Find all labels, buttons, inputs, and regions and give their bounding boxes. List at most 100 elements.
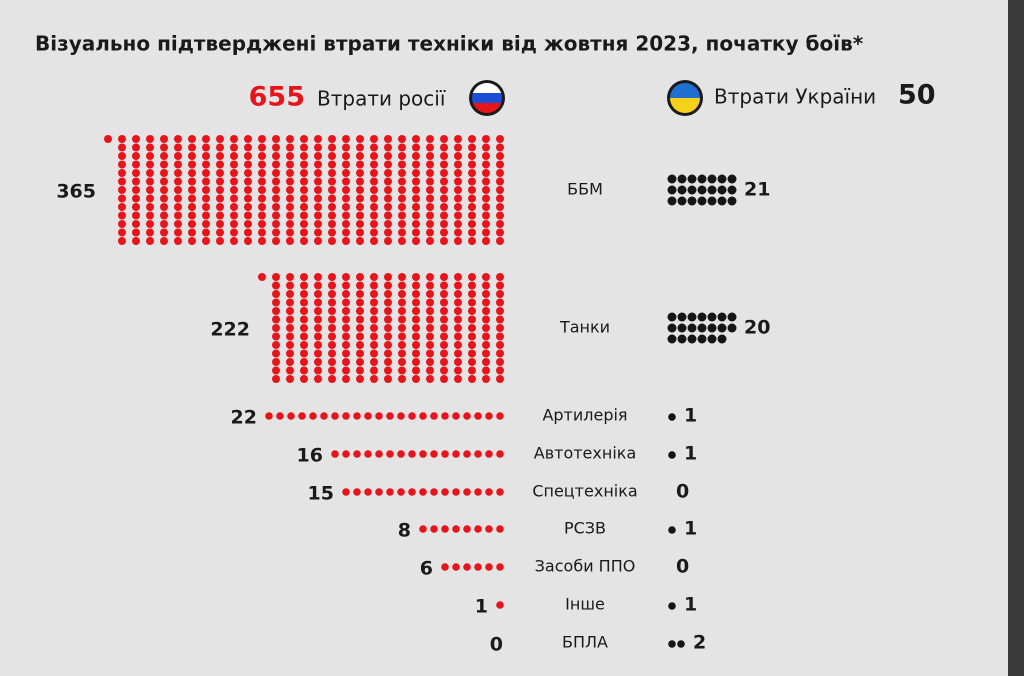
dot — [474, 563, 482, 571]
dot — [717, 174, 727, 184]
dot — [468, 281, 476, 290]
dot — [328, 273, 336, 281]
dot — [258, 194, 266, 203]
dot — [342, 307, 350, 315]
dot — [174, 135, 182, 143]
dot — [342, 152, 350, 160]
dot — [230, 160, 238, 169]
dot — [454, 220, 462, 228]
dot — [342, 228, 350, 237]
dot — [286, 349, 294, 358]
dot — [314, 228, 322, 237]
dot — [328, 169, 336, 177]
dot — [146, 237, 154, 245]
ukraine-value-label: 0 — [676, 481, 689, 503]
dot — [370, 152, 378, 160]
dot — [328, 332, 336, 341]
dot — [342, 169, 350, 177]
dot — [286, 315, 294, 324]
dot — [426, 237, 434, 245]
dot — [118, 203, 126, 211]
dot — [300, 169, 308, 177]
ukraine-value-label: 20 — [744, 317, 770, 339]
dot — [397, 412, 405, 420]
dot — [309, 412, 317, 420]
dot — [160, 237, 168, 245]
dot — [384, 332, 392, 341]
dot — [370, 324, 378, 332]
dot — [328, 135, 336, 143]
dot — [440, 228, 448, 237]
dot — [412, 273, 420, 281]
dot — [697, 312, 707, 322]
dot — [356, 307, 364, 315]
dot — [370, 281, 378, 290]
dot — [300, 160, 308, 169]
dot — [412, 228, 420, 237]
dot — [384, 228, 392, 237]
dot — [419, 412, 427, 420]
dot — [202, 203, 210, 211]
dot — [272, 237, 280, 245]
dot — [370, 169, 378, 177]
dot — [667, 323, 677, 333]
dot — [482, 341, 490, 349]
dot — [328, 143, 336, 152]
dot — [356, 143, 364, 152]
dot — [314, 307, 322, 315]
dot — [342, 298, 350, 307]
dot — [328, 341, 336, 349]
dot — [356, 135, 364, 143]
dot — [440, 186, 448, 194]
dot — [482, 315, 490, 324]
dot — [370, 375, 378, 383]
dot — [468, 237, 476, 245]
dot-group — [265, 412, 504, 420]
dot — [496, 488, 504, 496]
dot — [496, 324, 504, 332]
dot — [440, 290, 448, 298]
dot — [314, 290, 322, 298]
dot — [342, 177, 350, 186]
dot — [314, 366, 322, 375]
dot — [440, 152, 448, 160]
dot — [667, 334, 677, 344]
dot — [426, 375, 434, 383]
dot — [440, 281, 448, 290]
dot — [328, 281, 336, 290]
russia-value-label: 0 — [490, 634, 503, 656]
dot — [286, 160, 294, 169]
dot — [687, 196, 697, 206]
dot — [118, 228, 126, 237]
dot — [426, 194, 434, 203]
dot-group — [342, 488, 504, 496]
dot — [300, 298, 308, 307]
dot — [342, 358, 350, 366]
ukraine-value-label: 1 — [684, 594, 697, 616]
dot — [496, 203, 504, 211]
dot — [300, 324, 308, 332]
dot-group — [668, 640, 685, 648]
dot — [300, 332, 308, 341]
dot — [426, 152, 434, 160]
dot — [441, 525, 449, 533]
dot — [717, 185, 727, 195]
dot — [468, 324, 476, 332]
dot — [188, 152, 196, 160]
dot — [188, 177, 196, 186]
dot — [370, 366, 378, 375]
dot — [314, 203, 322, 211]
dot — [454, 169, 462, 177]
dot — [398, 220, 406, 228]
dot — [258, 203, 266, 211]
dot — [328, 160, 336, 169]
dot — [272, 186, 280, 194]
chart-title: Візуально підтверджені втрати техніки ві… — [35, 32, 864, 56]
dot — [342, 349, 350, 358]
dot — [244, 186, 252, 194]
dot — [356, 358, 364, 366]
dot — [216, 203, 224, 211]
dot — [384, 237, 392, 245]
dot — [300, 273, 308, 281]
dot — [463, 488, 471, 496]
